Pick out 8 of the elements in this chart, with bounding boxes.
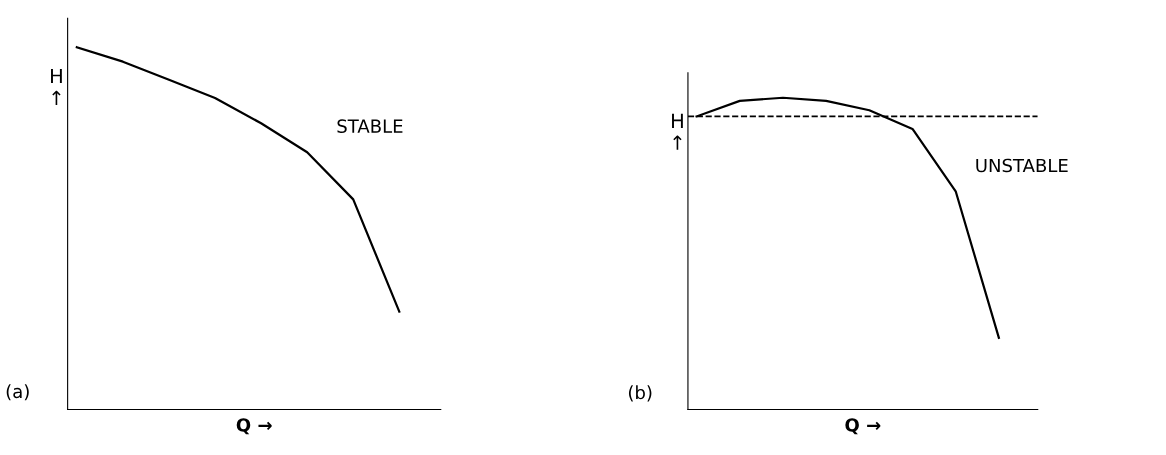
annotation: STABLE <box>337 119 403 133</box>
text: (b) <box>628 385 652 402</box>
y-axis-title: H ↑ <box>51 68 62 105</box>
text: (a) <box>6 384 29 401</box>
y-axis-title: H ↑ <box>672 113 683 150</box>
x-axis-title: Q → <box>236 418 272 435</box>
annotation: UNSTABLE <box>976 158 1068 173</box>
x-axis-title: Q → <box>845 418 881 435</box>
